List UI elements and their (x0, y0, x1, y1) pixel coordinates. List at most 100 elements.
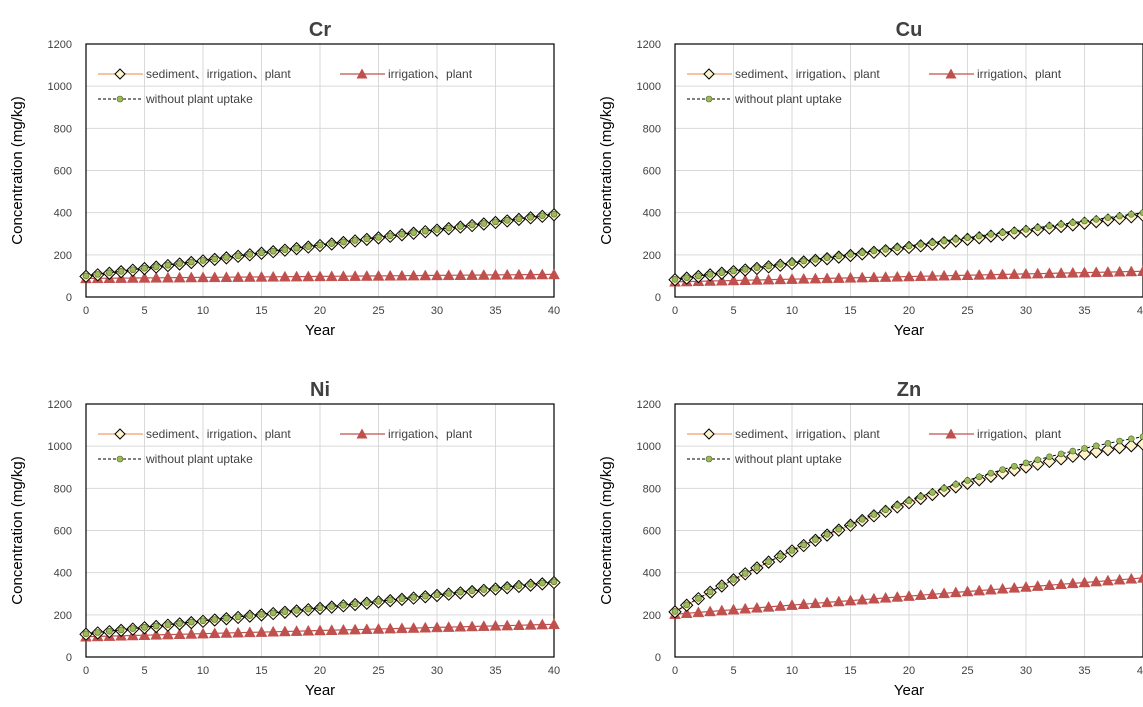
circle-marker (176, 620, 183, 627)
circle-marker (398, 230, 406, 238)
x-tick-label: 40 (548, 305, 560, 317)
series-without-plant-uptake (671, 433, 1143, 615)
triangle-marker (973, 584, 986, 596)
triangle-marker (856, 271, 869, 283)
circle-marker (1057, 450, 1065, 458)
x-tick-label: 25 (961, 665, 973, 677)
circle-marker (964, 234, 971, 241)
circle-marker (410, 229, 417, 236)
triangle-marker (715, 604, 728, 616)
triangle-marker (1020, 580, 1032, 592)
triangle-marker (1066, 266, 1079, 278)
y-axis-label: Concentration (mg/kg) (9, 456, 26, 604)
diamond-marker (1112, 440, 1127, 455)
x-tick-label: 10 (786, 665, 798, 677)
circle-marker (492, 218, 499, 226)
circle-marker (905, 242, 913, 250)
triangle-marker (442, 269, 455, 281)
circle-marker (199, 257, 207, 264)
circle-marker (1139, 209, 1143, 216)
x-tick-label: 30 (1020, 665, 1032, 677)
triangle-marker (138, 629, 151, 640)
triangle-marker (384, 269, 397, 281)
triangle-marker (243, 626, 256, 638)
circle-marker (375, 234, 382, 241)
legend-label: irrigation、plant (977, 67, 1062, 81)
triangle-marker (996, 268, 1009, 280)
triangle-marker (867, 271, 880, 283)
triangle-marker (1043, 267, 1056, 279)
series-without-plant-uptake (82, 210, 558, 280)
circle-marker (1010, 462, 1018, 470)
series-irrigation-plant (669, 571, 1143, 619)
y-tick-label: 1200 (48, 39, 72, 51)
triangle-marker (197, 271, 209, 283)
triangle-marker (797, 598, 810, 609)
triangle-marker (337, 270, 350, 281)
circle-marker (550, 578, 558, 586)
plot-area (79, 208, 561, 284)
triangle-marker (1137, 571, 1143, 583)
circle-marker (281, 246, 289, 253)
triangle-marker (524, 268, 537, 280)
y-axis-label: Concentration (mg/kg) (598, 96, 615, 244)
triangle-marker (489, 268, 502, 280)
triangle-marker (692, 606, 705, 618)
triangle-marker (419, 269, 432, 281)
legend-diamond-marker (703, 68, 715, 80)
circle-marker (152, 622, 160, 630)
triangle-marker (243, 271, 256, 282)
triangle-marker (337, 623, 350, 635)
triangle-marker (903, 270, 915, 282)
circle-marker (718, 582, 726, 589)
circle-marker (152, 263, 160, 270)
triangle-marker (704, 605, 717, 617)
x-tick-label: 40 (548, 665, 560, 677)
x-tick-label: 5 (141, 665, 147, 677)
circle-marker (1022, 226, 1030, 233)
y-tick-label: 400 (54, 568, 72, 580)
x-tick-label: 20 (903, 665, 915, 677)
triangle-marker (360, 623, 373, 635)
circle-marker (1128, 435, 1135, 443)
y-tick-label: 600 (643, 166, 661, 178)
circle-marker (363, 235, 371, 243)
circle-marker (550, 210, 558, 218)
triangle-marker (208, 627, 221, 639)
circle-marker (952, 481, 960, 488)
circle-marker (847, 251, 854, 258)
diamond-marker (1077, 447, 1092, 461)
circle-marker (1034, 224, 1041, 231)
legend-diamond-marker (114, 68, 126, 80)
y-tick-label: 400 (643, 208, 661, 220)
y-tick-label: 1200 (637, 39, 661, 51)
circle-marker (893, 244, 901, 251)
series-line (674, 436, 1143, 612)
triangle-marker (821, 272, 834, 284)
x-tick-label: 5 (730, 305, 736, 317)
circle-marker (987, 469, 995, 477)
circle-marker (269, 247, 277, 255)
triangle-marker (809, 272, 822, 284)
circle-marker (753, 264, 761, 271)
triangle-marker (126, 272, 139, 283)
legend-label: sediment、irrigation、plant (146, 67, 291, 81)
circle-marker (421, 592, 429, 600)
y-tick-label: 0 (66, 652, 72, 664)
triangle-marker (1066, 577, 1079, 589)
triangle-marker (680, 607, 693, 619)
triangle-marker (832, 595, 845, 607)
circle-marker (304, 243, 312, 250)
triangle-marker (1043, 579, 1056, 590)
triangle-marker (302, 624, 315, 636)
circle-marker (386, 232, 394, 240)
legend-diamond-marker (703, 428, 715, 440)
circle-marker (1116, 437, 1123, 445)
circle-marker (671, 608, 679, 615)
y-tick-label: 1000 (637, 81, 661, 93)
circle-marker (281, 608, 289, 615)
legend-circle-marker (116, 95, 124, 103)
triangle-marker (867, 592, 880, 604)
triangle-marker (314, 270, 326, 282)
